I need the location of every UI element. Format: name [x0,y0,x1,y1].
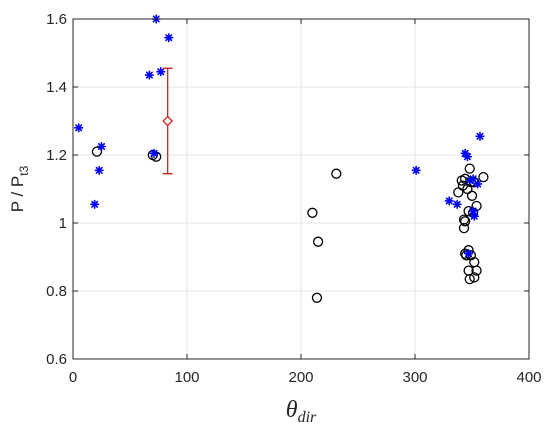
data-point-circle [464,273,475,285]
x-tick-label: 400 [516,369,541,386]
data-point-star [475,131,485,141]
data-point-star [444,196,454,206]
data-point-star [74,123,84,133]
y-tick-label: 0.6 [46,351,67,368]
y-tick-label: 0.8 [46,283,67,300]
mean-diamond [162,115,174,127]
x-tick-label: 0 [69,369,77,386]
x-tick-labels: 0 100 200 300 400 [69,369,542,386]
star-series [74,14,485,259]
data-point-circle [311,292,323,303]
data-point-star [149,148,159,158]
data-point-star [94,165,104,175]
data-point-circle [478,171,489,183]
data-point-circle [151,151,162,162]
data-point-star [468,206,478,216]
circle-series [91,146,489,303]
data-point-circle [331,168,342,179]
x-tick-label: 200 [288,369,313,386]
x-tick-label: 100 [174,369,199,386]
axis-ticks [72,18,530,360]
data-point-circle [466,190,478,201]
data-point-star [462,152,473,162]
data-point-circle [312,236,324,247]
data-point-circle [464,163,475,174]
data-point-circle [471,265,482,276]
y-tick-labels: 0.6 0.8 1 1.2 1.4 1.6 [46,11,67,368]
data-point-circle [458,222,470,234]
data-point-star [473,179,483,189]
y-tick-label: 1.6 [46,11,67,28]
mean-errorbar [162,67,174,175]
data-point-circle [460,216,471,227]
y-axis-label: P / Pt3 [8,165,31,212]
data-point-star [463,249,474,259]
data-point-circle [469,272,480,283]
data-point-star [96,141,107,152]
y-tick-label: 1.4 [46,79,67,96]
grid-lines [73,19,529,359]
data-point-circle [307,207,318,218]
y-tick-label: 1 [59,215,67,232]
y-tick-label: 1.2 [46,147,67,164]
data-point-circle [91,146,103,157]
data-point-star [411,165,421,175]
data-point-star [164,33,174,43]
data-point-star [144,70,154,80]
data-point-star [156,67,166,77]
data-point-star [452,199,462,209]
data-point-star [468,174,478,184]
x-tick-label: 300 [402,369,427,386]
data-point-star [90,199,100,209]
x-axis-label: θdir [286,397,317,426]
